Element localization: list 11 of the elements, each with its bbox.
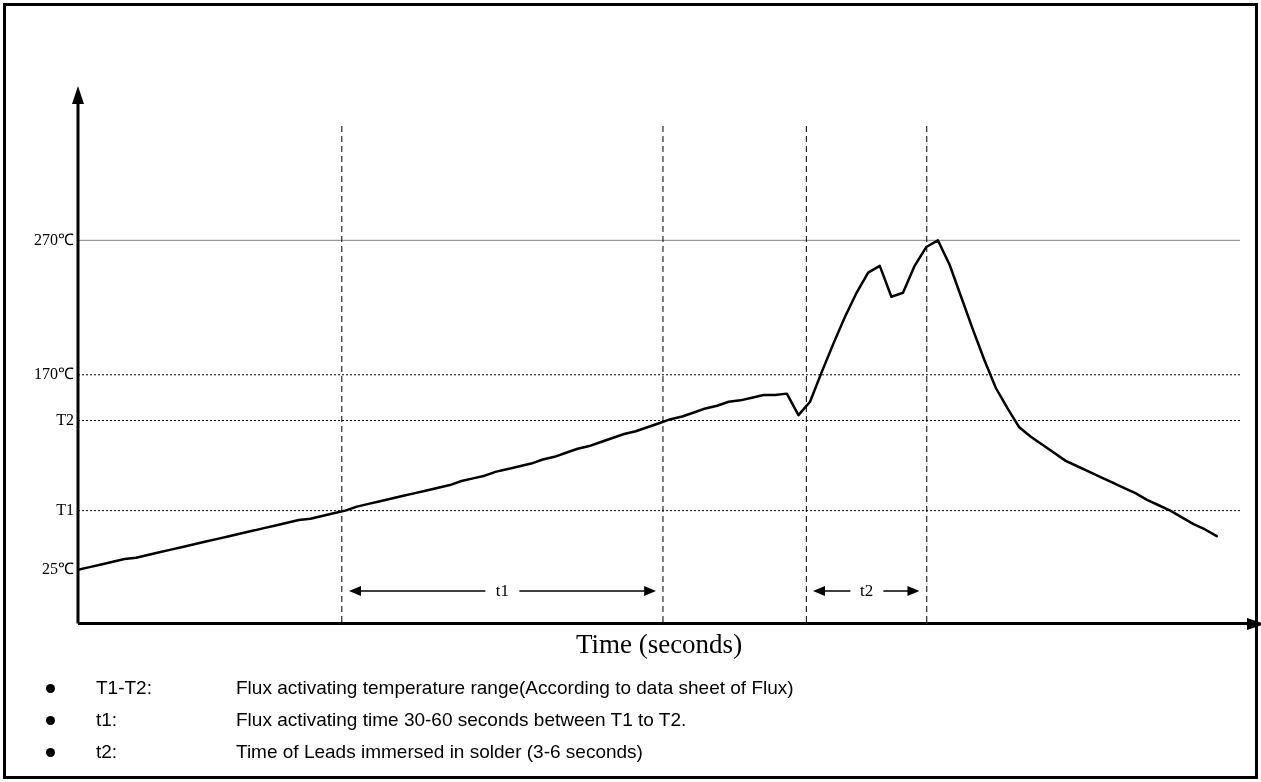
y-tick-label: T1 [56, 500, 74, 518]
y-tick-label: 170℃ [34, 365, 74, 382]
y-tick-label: 25℃ [42, 560, 74, 578]
y-tick-label: T2 [56, 410, 74, 428]
y-tick-label: 270℃ [34, 230, 74, 248]
x-axis-title: Time (seconds) [575, 628, 743, 659]
text: T1-T2: Flux activating temperature range(According to data sheet of Flux) [96, 677, 794, 698]
annotation: t2 [849, 581, 884, 601]
annotation: t1 [485, 581, 519, 601]
text: t2: Time of Leads immersed in solder (3-6 seconds) [96, 741, 643, 762]
text: t1: Flux activating time 30-60 seconds between T1 to T2. [96, 709, 687, 730]
